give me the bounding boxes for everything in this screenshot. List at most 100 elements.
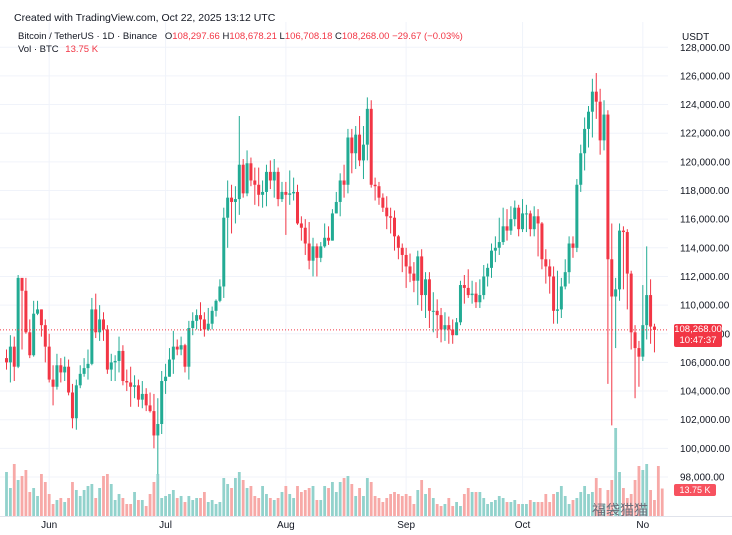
volume-bar [121,498,125,516]
volume-label: Vol · BTC [18,44,59,55]
volume-bar [629,494,633,516]
volume-bar [400,496,404,516]
candle-body [455,322,459,336]
price-scale-tick-label: 122,000.00 [680,129,730,140]
volume-bar [544,494,548,516]
watermark-text: 福袋猫猫 [592,502,648,518]
volume-bar [5,472,8,516]
volume-bar [451,506,455,516]
price-scale-tick-label: 102,000.00 [680,415,730,426]
candle-body [334,201,338,214]
candle-body [420,256,424,296]
volume-bar [28,492,32,516]
price-scale-tick-label: 106,000.00 [680,358,730,369]
volume-bar [261,486,264,516]
candle-body [226,197,230,218]
volume-bar [334,492,338,516]
price-scale-tick-label: 116,000.00 [680,215,730,226]
price-scale-tick-label: 126,000.00 [680,71,730,82]
volume-bar [486,504,490,516]
volume-bar [183,502,187,516]
volume-bar [241,480,245,516]
candle-body [528,213,532,230]
volume-bar [517,504,521,516]
candle-body [241,164,245,194]
candle-body [614,289,618,297]
candle-body [51,379,55,387]
time-axis-label: Aug [277,520,295,531]
volume-bar [210,500,214,516]
volume-bar [288,494,292,516]
volume-bar [424,494,427,516]
volume-bar [148,494,152,516]
candle-body [307,243,311,261]
price-scale-tick-label: 98,000.00 [680,473,725,484]
volume-bar [408,496,412,516]
candle-body [641,325,645,357]
volume-bar [614,428,618,516]
time-axis-label: Jul [159,520,172,531]
candle-body [233,199,237,202]
volume-bar [51,504,55,516]
volume-bar [428,488,431,516]
candle-body [55,365,59,387]
volume-bar [528,500,532,516]
volume-bar [462,494,466,516]
candle-body [342,180,346,185]
volume-bar [653,500,656,516]
volume-bar [509,502,513,516]
volume-bar [214,504,218,516]
volume-bar [276,498,280,516]
volume-bar [563,496,567,516]
volume-bar [579,492,583,516]
candle-body [160,381,164,424]
candle-body [152,411,156,436]
volume-bar [315,500,319,516]
volume-bar [590,492,594,516]
candle-body [567,243,571,273]
candle-body [552,276,556,311]
ohlc-high-value: 108,678.21 [229,31,277,42]
volume-bar [358,488,361,516]
candle-body [466,287,470,296]
volume-legend[interactable]: Vol · BTC 13.75 K [18,44,98,55]
volume-bar [284,486,288,516]
candle-body [218,286,222,301]
ohlc-close-value: 108,268.00 [341,31,390,42]
candle-body [536,216,540,224]
candle-body [195,315,199,321]
candle-body [171,346,175,360]
candle-body [563,272,567,287]
candle-body [598,101,602,141]
candle-body [121,350,125,382]
candle-body [47,346,51,380]
candle-body [532,216,536,230]
candle-body [167,359,171,377]
volume-bar [237,472,241,516]
volume-bar [466,488,470,516]
candle-body [408,266,412,274]
volume-bar [152,482,156,516]
candle-body [272,171,276,181]
volume-bar [548,502,552,516]
volume-bar [307,488,311,516]
symbol-legend[interactable]: Bitcoin / TetherUS · 1D · Binance O108,2… [18,31,463,42]
volume-bar [556,492,559,516]
volume-bar [32,488,36,516]
candle-body [548,266,552,277]
candle-body [462,285,466,288]
currency-unit-label[interactable]: USDT [682,32,710,43]
candle-body [439,315,443,330]
volume-bar [94,498,98,516]
volume-bar [369,482,373,516]
candle-body [474,293,478,303]
volume-bar [497,496,501,516]
time-axis-label: Sep [397,520,415,531]
candle-body [280,191,284,200]
candle-body [629,273,633,333]
price-scale-tick-label: 110,000.00 [680,301,730,312]
volume-bar [575,498,579,516]
candle-body [249,163,253,181]
candle-body [43,325,47,347]
